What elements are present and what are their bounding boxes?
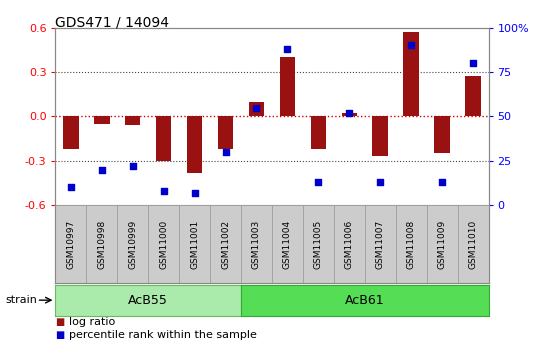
Bar xyxy=(55,205,86,283)
Bar xyxy=(210,205,241,283)
Point xyxy=(438,179,447,185)
Bar xyxy=(310,116,326,149)
Text: AcB61: AcB61 xyxy=(345,294,385,307)
Text: GSM11006: GSM11006 xyxy=(345,219,354,269)
Point xyxy=(190,190,199,196)
Text: GSM11002: GSM11002 xyxy=(221,219,230,269)
Bar xyxy=(125,116,140,125)
Text: GSM11003: GSM11003 xyxy=(252,219,261,269)
Bar xyxy=(457,205,489,283)
Bar xyxy=(94,116,110,124)
Text: AcB55: AcB55 xyxy=(128,294,168,307)
Bar xyxy=(86,205,117,283)
Point xyxy=(283,46,292,52)
Bar xyxy=(249,102,264,116)
Text: GSM11005: GSM11005 xyxy=(314,219,323,269)
Point xyxy=(97,167,106,172)
Bar xyxy=(179,205,210,283)
Point xyxy=(314,179,323,185)
Text: percentile rank within the sample: percentile rank within the sample xyxy=(69,330,257,339)
Text: GSM11010: GSM11010 xyxy=(469,219,478,269)
Bar xyxy=(427,205,457,283)
Point xyxy=(159,188,168,194)
Point xyxy=(407,42,415,48)
Text: log ratio: log ratio xyxy=(69,317,115,326)
Bar xyxy=(63,116,79,149)
Point xyxy=(67,185,75,190)
Bar xyxy=(465,77,481,116)
Text: GSM11004: GSM11004 xyxy=(283,219,292,269)
Bar xyxy=(272,205,303,283)
Text: GSM10999: GSM10999 xyxy=(128,219,137,269)
Bar xyxy=(280,57,295,116)
Point xyxy=(252,105,261,110)
Point xyxy=(129,164,137,169)
Text: GSM10998: GSM10998 xyxy=(97,219,107,269)
Text: ■: ■ xyxy=(55,317,65,326)
Text: strain: strain xyxy=(5,295,37,305)
Bar xyxy=(117,205,148,283)
Bar xyxy=(148,205,179,283)
Bar xyxy=(334,205,365,283)
Text: GSM10997: GSM10997 xyxy=(66,219,75,269)
Text: GSM11008: GSM11008 xyxy=(407,219,416,269)
Bar xyxy=(187,116,202,173)
Text: ■: ■ xyxy=(55,330,65,339)
Bar xyxy=(156,116,172,161)
Point xyxy=(221,149,230,155)
Bar xyxy=(395,205,427,283)
Bar xyxy=(434,116,450,154)
Text: GSM11007: GSM11007 xyxy=(376,219,385,269)
Text: GSM11000: GSM11000 xyxy=(159,219,168,269)
Bar xyxy=(303,205,334,283)
Point xyxy=(345,110,353,116)
Point xyxy=(469,60,477,66)
Point xyxy=(376,179,385,185)
Text: GSM11009: GSM11009 xyxy=(437,219,447,269)
Bar xyxy=(404,32,419,116)
Bar xyxy=(241,205,272,283)
Bar xyxy=(218,116,233,149)
Bar xyxy=(365,205,396,283)
Text: GSM11001: GSM11001 xyxy=(190,219,199,269)
Bar xyxy=(342,114,357,116)
Bar xyxy=(372,116,388,156)
Text: GDS471 / 14094: GDS471 / 14094 xyxy=(55,16,169,30)
